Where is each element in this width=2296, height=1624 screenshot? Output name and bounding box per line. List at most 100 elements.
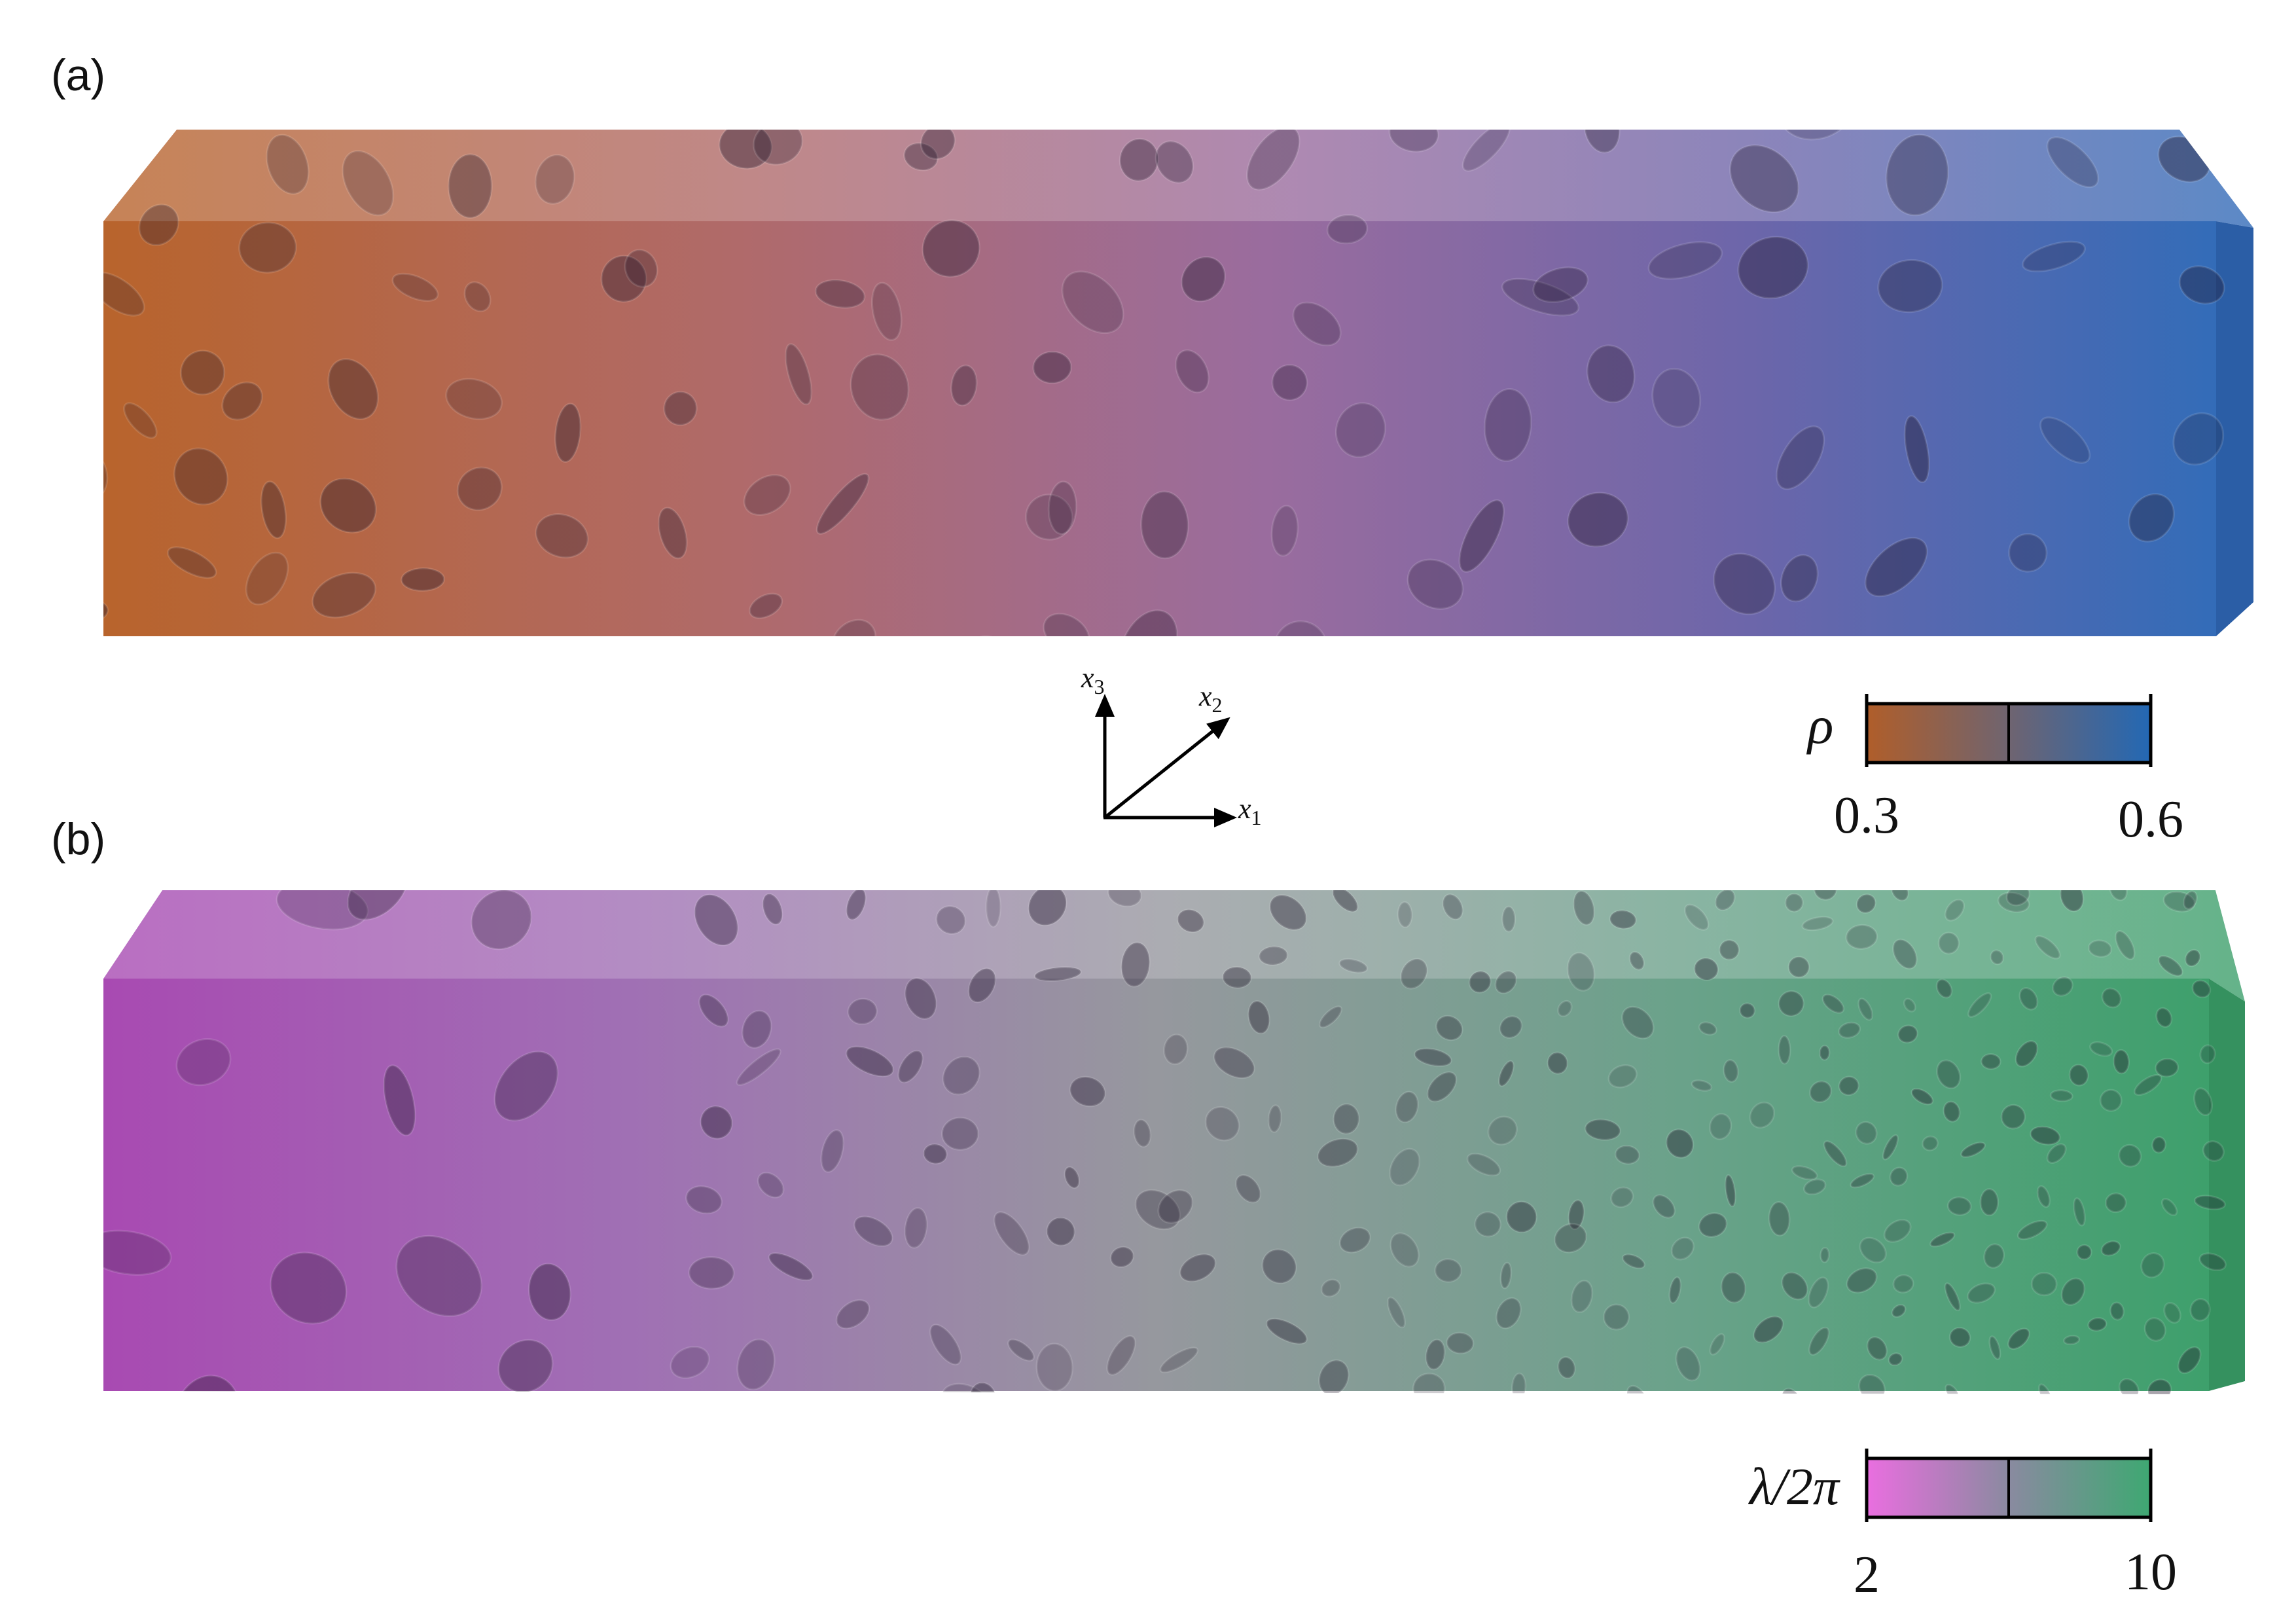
pore [1768,1201,1791,1236]
pore [922,1143,948,1165]
pore [1407,558,1464,610]
pore [2118,1378,2140,1394]
pore [1107,890,1142,907]
pore [903,142,939,171]
pore [590,637,645,696]
pore [1175,349,1210,393]
pore [1781,1387,1805,1394]
pore [2046,136,2100,189]
pore [493,1051,559,1122]
pore [2060,1277,2086,1306]
pore [1318,1005,1342,1028]
pore [2099,1089,2123,1112]
pore [1808,1276,1829,1308]
pore [1179,1253,1217,1282]
pore [1609,909,1637,929]
pore [2089,1041,2113,1057]
pore [1823,1140,1848,1167]
colorbar-rho-symbol: ρ [1806,695,1833,755]
pore [2163,1301,2181,1324]
pore [688,1256,735,1290]
pore [2157,955,2183,977]
pore [1046,1216,1076,1247]
pore [1780,554,1819,603]
pore [1568,1199,1585,1231]
pore [835,1299,870,1329]
pore [922,219,980,278]
x3-label: x3 [1081,662,1105,698]
pore [1333,1103,1360,1135]
pore [1850,1172,1875,1189]
block-b-front-face [103,979,2209,1391]
pore [920,130,956,160]
pore [845,1045,895,1077]
pore [1864,537,1928,598]
pore [1903,998,1916,1013]
pore [1838,1075,1859,1096]
pore [1573,890,1596,926]
pore [1499,1015,1523,1039]
pore [1271,364,1308,401]
pore [1466,1153,1501,1177]
pore [2198,1252,2227,1271]
pore [663,391,698,426]
pore [497,1339,554,1394]
pore [1258,945,1289,966]
pore [535,513,589,559]
pore [1935,978,1953,999]
pore [897,1049,924,1083]
pore [1946,1196,1972,1216]
pore [1781,1271,1808,1301]
pore [1709,1113,1732,1140]
pore [969,1382,997,1394]
pore [103,596,109,628]
pore [1317,1138,1359,1168]
pore [1265,1318,1308,1345]
pore [1435,1015,1463,1041]
pore [1474,1211,1501,1238]
pore [1570,1280,1594,1313]
pore [1724,1398,1755,1434]
pore [2191,979,2212,998]
pore [718,130,773,170]
pore [1889,1166,1909,1187]
pore [1724,1174,1736,1208]
pore [238,221,297,274]
pore [1607,1064,1638,1089]
pore [942,1056,980,1096]
pore [1390,1232,1420,1268]
pore [276,890,369,931]
pore [1855,1121,1878,1145]
pore [1718,939,1740,961]
pore [1177,909,1205,933]
pore [1892,1274,1914,1293]
pore [1532,266,1589,303]
pore [1134,1189,1181,1231]
pore [1960,1142,1986,1158]
pore [1586,344,1636,403]
pore [1247,1000,1270,1035]
pore [816,473,870,535]
pore [103,271,145,317]
pore [1857,998,1874,1021]
pore [1891,1304,1907,1318]
pore [1819,1045,1831,1061]
pore [1320,1278,1341,1298]
pore [820,1129,845,1173]
pore [2005,890,2030,907]
pore [1332,890,1359,913]
pore [1903,415,1930,484]
pore [1713,552,1776,615]
pore [1922,1135,1939,1151]
pore [2194,1195,2226,1210]
pore [1749,1101,1776,1129]
colorbar-wavelength-max: 10 [2125,1543,2177,1601]
pore [2052,976,2073,997]
pore [749,592,783,619]
pore [1668,1276,1682,1304]
pore [853,1216,893,1247]
pore [2101,987,2122,1009]
pore [1163,1034,1189,1066]
pore [1803,1178,1827,1196]
